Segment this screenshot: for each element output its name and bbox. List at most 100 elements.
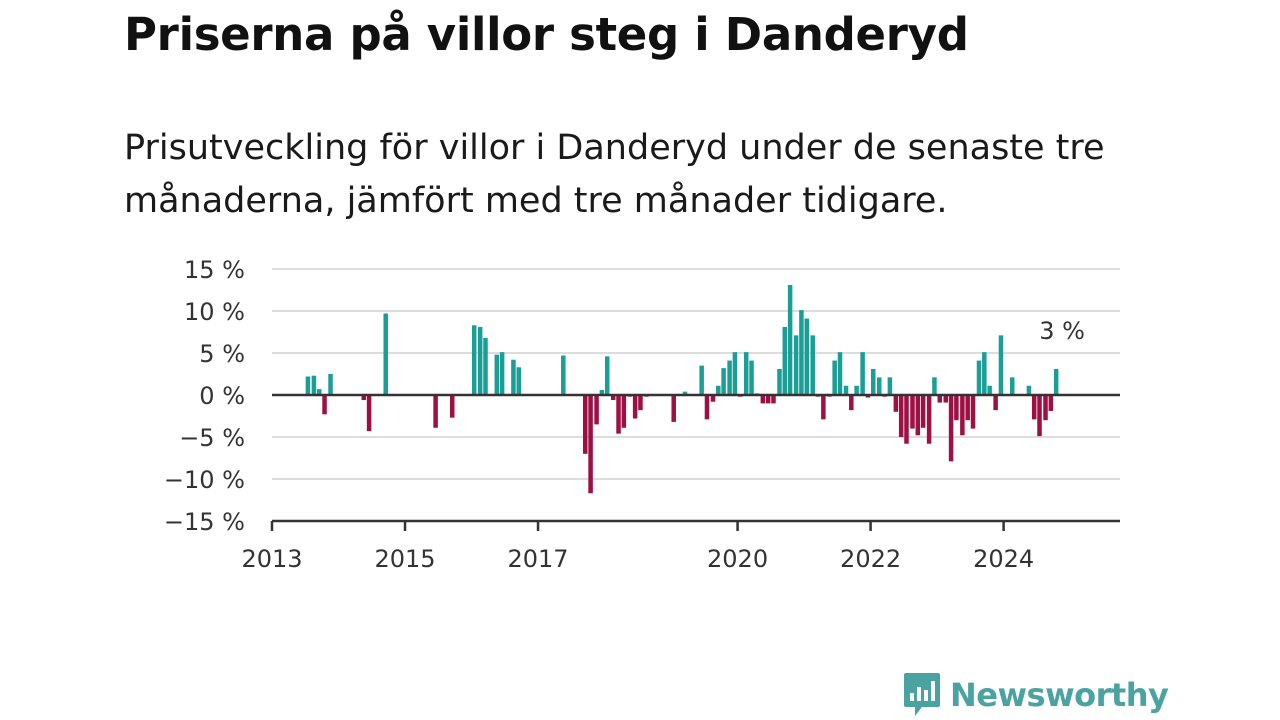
bar — [777, 368, 782, 395]
bar — [433, 395, 438, 428]
bar — [904, 395, 909, 444]
bar — [1026, 385, 1032, 395]
bar — [311, 375, 317, 395]
y-tick-label: 5 % — [199, 340, 245, 368]
bar — [943, 395, 948, 403]
bar — [732, 352, 738, 395]
bar — [871, 368, 876, 395]
x-tick-label: 2015 — [374, 545, 435, 573]
bar — [499, 352, 505, 395]
bar — [865, 395, 871, 398]
bar — [328, 374, 333, 395]
bar — [993, 395, 998, 411]
y-tick-label: −10 % — [164, 466, 245, 494]
bar — [810, 335, 815, 395]
bar — [982, 352, 987, 395]
y-tick-label: 15 % — [184, 256, 245, 284]
last-value-annotation: 3 % — [1039, 317, 1085, 345]
bar — [1043, 395, 1048, 421]
bar — [976, 360, 982, 395]
bar — [948, 395, 954, 462]
bar — [804, 318, 809, 395]
bar — [887, 377, 893, 395]
newsworthy-logo-text: Newsworthy — [950, 676, 1169, 714]
bar — [937, 395, 943, 403]
bar — [632, 395, 638, 419]
bar — [477, 326, 483, 395]
bar — [366, 395, 372, 432]
bar — [610, 395, 616, 401]
bar — [1037, 395, 1042, 437]
bar — [704, 395, 710, 420]
bar — [771, 395, 776, 404]
bar — [749, 360, 754, 395]
bar — [932, 377, 937, 395]
bar — [970, 395, 976, 429]
grid-lines — [272, 268, 1120, 480]
bar — [316, 389, 322, 395]
bar — [832, 360, 837, 395]
bar — [682, 391, 688, 395]
bar — [583, 395, 588, 454]
chart-subtitle: Prisutveckling för villor i Danderyd und… — [124, 128, 1105, 221]
bar — [787, 284, 793, 395]
bar — [604, 356, 610, 395]
y-tick-label: −15 % — [164, 508, 245, 536]
y-tick-label: 10 % — [184, 298, 245, 326]
bar — [1053, 368, 1059, 395]
bar — [638, 395, 643, 411]
bar — [449, 395, 455, 418]
bar — [383, 313, 388, 395]
bar — [760, 395, 766, 404]
bar — [599, 389, 605, 395]
chart-title: Priserna på villor steg i Danderyd — [124, 8, 969, 61]
bar — [954, 395, 959, 421]
newsworthy-logo-icon — [904, 673, 940, 716]
bar — [860, 352, 865, 395]
bar — [926, 395, 932, 444]
bar — [782, 326, 788, 395]
bar — [305, 376, 311, 395]
x-tick-labels: 2013 2015 2017 2020 2022 2024 — [241, 545, 1034, 573]
bar — [821, 395, 826, 420]
bar — [1031, 395, 1037, 420]
axes — [270, 393, 1120, 531]
bar — [743, 352, 749, 395]
bar — [837, 352, 843, 395]
bars — [305, 284, 1059, 494]
bar — [494, 354, 500, 395]
x-tick-label: 2013 — [241, 545, 302, 573]
bar — [727, 360, 732, 395]
bar — [920, 395, 926, 428]
y-tick-label: −5 % — [179, 424, 245, 452]
bar — [893, 395, 899, 412]
bar — [471, 325, 477, 395]
x-tick-label: 2024 — [973, 545, 1034, 573]
bar — [910, 395, 915, 429]
bar — [965, 395, 970, 421]
bar — [765, 395, 771, 404]
bar — [699, 365, 704, 395]
bar — [849, 395, 854, 411]
bar — [799, 310, 804, 395]
bar — [511, 359, 516, 395]
bar — [793, 335, 799, 395]
bar — [361, 395, 367, 401]
x-tick-label: 2020 — [707, 545, 768, 573]
bar — [561, 355, 566, 395]
bar — [987, 385, 992, 395]
bar — [483, 337, 488, 395]
bar — [516, 367, 521, 395]
bar — [588, 395, 593, 494]
bar — [998, 335, 1004, 395]
bar — [594, 395, 599, 425]
x-tick-label: 2017 — [508, 545, 569, 573]
x-tick-label: 2022 — [840, 545, 901, 573]
bar — [671, 395, 676, 422]
bar — [1010, 377, 1015, 395]
y-tick-label: 0 % — [199, 382, 245, 410]
bar — [915, 395, 921, 436]
bar — [1048, 395, 1054, 411]
bar — [322, 395, 327, 415]
bar — [621, 395, 627, 428]
